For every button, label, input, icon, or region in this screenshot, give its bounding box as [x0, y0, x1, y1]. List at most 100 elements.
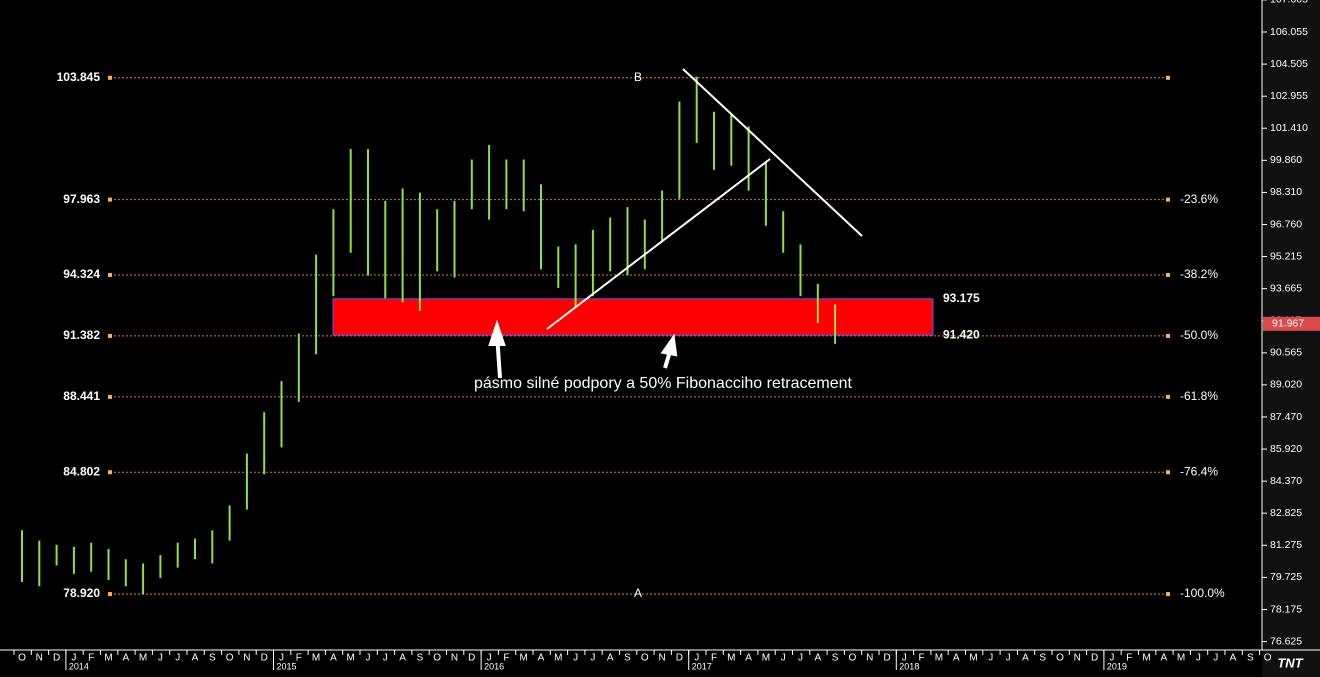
- year-label: 2017: [692, 661, 712, 671]
- zone-high-label: 93.175: [943, 291, 980, 305]
- x-tick-label: F: [503, 653, 509, 664]
- x-tick-label: D: [468, 653, 475, 664]
- x-tick-label: A: [1022, 653, 1029, 664]
- trend-line: [682, 68, 863, 237]
- fib-handle: [108, 592, 112, 597]
- year-label: 2016: [484, 661, 504, 671]
- fib-price-label: 94.324: [63, 267, 100, 281]
- x-tick-label: A: [192, 653, 199, 664]
- fib-point-label: A: [634, 586, 642, 600]
- x-tick-label: S: [417, 653, 424, 664]
- x-tick-label: M: [969, 653, 977, 664]
- fib-handle: [108, 197, 112, 202]
- fib-price-label: 84.802: [63, 464, 100, 478]
- zone-low-label: 91.420: [943, 327, 980, 341]
- year-label: 2015: [277, 661, 297, 671]
- logo: TNT: [1277, 655, 1303, 670]
- x-tick-label: A: [814, 653, 821, 664]
- x-tick-label: A: [1160, 653, 1167, 664]
- x-tick-label: S: [832, 653, 839, 664]
- arrow: [488, 319, 506, 379]
- x-tick-label: J: [590, 653, 595, 664]
- x-tick-label: F: [711, 653, 717, 664]
- x-tick-label: O: [1056, 653, 1064, 664]
- x-tick-label: J: [158, 653, 163, 664]
- y-tick-label: 76.625: [1270, 635, 1302, 647]
- y-tick-label: 79.725: [1270, 571, 1302, 583]
- x-tick-label: N: [243, 653, 250, 664]
- y-tick-label: 102.955: [1270, 90, 1308, 102]
- fib-price-label: 97.963: [63, 192, 100, 206]
- x-tick-label: M: [520, 653, 528, 664]
- year-label: 2019: [1107, 661, 1127, 671]
- x-tick-label: J: [694, 653, 699, 664]
- y-tick-label: 99.860: [1270, 154, 1302, 166]
- fib-handle: [1166, 470, 1170, 475]
- fib-price-label: 91.382: [63, 328, 100, 342]
- fib-handle: [108, 394, 112, 399]
- fib-ratio-label: -76.4%: [1180, 464, 1218, 478]
- x-tick-label: M: [139, 653, 147, 664]
- y-tick-label: 85.920: [1270, 443, 1302, 455]
- x-tick-label: A: [399, 653, 406, 664]
- year-label: 2018: [899, 661, 919, 671]
- y-tick-label: 84.370: [1270, 475, 1302, 487]
- x-tick-label: O: [18, 653, 26, 664]
- x-tick-label: S: [624, 653, 631, 664]
- y-tick-label: 78.175: [1270, 603, 1302, 615]
- plot: [21, 75, 1170, 597]
- y-tick-label: 107.605: [1270, 0, 1308, 6]
- x-tick-label: A: [1230, 653, 1237, 664]
- y-tick-label: 81.275: [1270, 539, 1302, 551]
- fib-handle: [108, 75, 112, 80]
- x-tick-label: O: [433, 653, 441, 664]
- x-tick-label: F: [296, 653, 302, 664]
- x-tick-label: O: [226, 653, 234, 664]
- last-price-marker: [1263, 316, 1320, 331]
- x-tick-label: N: [1074, 653, 1081, 664]
- y-tick-label: 106.055: [1270, 26, 1308, 38]
- x-tick-label: F: [1126, 653, 1132, 664]
- x-tick-label: S: [1039, 653, 1046, 664]
- x-tick-label: J: [1109, 653, 1114, 664]
- x-tick-label: A: [607, 653, 614, 664]
- annotation: pásmo silné podpory a 50% Fibonacciho re…: [474, 375, 853, 392]
- x-tick-label: J: [1196, 653, 1201, 664]
- price-axis-bg: [1262, 0, 1320, 677]
- x-tick-label: N: [451, 653, 458, 664]
- support-zone: [332, 298, 934, 336]
- fib-price-label: 103.845: [57, 70, 101, 84]
- x-tick-label: J: [573, 653, 578, 664]
- x-tick-label: M: [312, 653, 320, 664]
- fib-point-label: B: [634, 70, 642, 84]
- x-tick-label: M: [347, 653, 355, 664]
- x-tick-label: M: [762, 653, 770, 664]
- x-tick-label: J: [1213, 653, 1218, 664]
- x-tick-label: O: [641, 653, 649, 664]
- x-tick-label: J: [175, 653, 180, 664]
- x-tick-label: D: [53, 653, 60, 664]
- x-tick-label: J: [279, 653, 284, 664]
- y-tick-label: 96.760: [1270, 218, 1302, 230]
- x-tick-label: J: [781, 653, 786, 664]
- fib-handle: [1166, 197, 1170, 202]
- fib-handle: [1166, 394, 1170, 399]
- y-tick-label: 98.310: [1270, 186, 1302, 198]
- x-tick-label: D: [676, 653, 683, 664]
- x-tick-label: D: [261, 653, 268, 664]
- fib-handle: [108, 272, 112, 277]
- fib-price-label: 88.441: [63, 389, 100, 403]
- x-tick-label: J: [798, 653, 803, 664]
- x-tick-label: M: [554, 653, 562, 664]
- x-tick-label: J: [487, 653, 492, 664]
- x-tick-label: S: [209, 653, 216, 664]
- x-tick-label: J: [902, 653, 907, 664]
- x-tick-label: A: [330, 653, 337, 664]
- x-tick-label: A: [538, 653, 545, 664]
- x-tick-label: J: [383, 653, 388, 664]
- x-tick-label: N: [866, 653, 873, 664]
- fib-ratio-label: -61.8%: [1180, 389, 1218, 403]
- x-tick-label: J: [366, 653, 371, 664]
- fib-ratio-label: -50.0%: [1180, 328, 1218, 342]
